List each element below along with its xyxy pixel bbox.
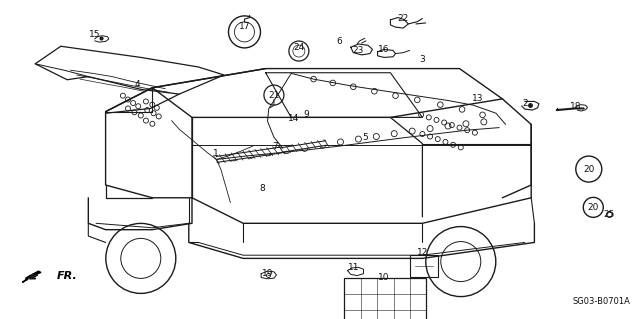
Text: 18: 18 bbox=[570, 102, 582, 111]
Text: 5: 5 bbox=[362, 133, 367, 142]
Text: 10: 10 bbox=[378, 273, 390, 282]
Text: 12: 12 bbox=[417, 248, 428, 256]
Text: 20: 20 bbox=[588, 203, 599, 212]
Text: 14: 14 bbox=[288, 114, 300, 122]
Text: 1: 1 bbox=[214, 149, 219, 158]
Text: SG03-B0701A: SG03-B0701A bbox=[573, 297, 630, 306]
Text: 22: 22 bbox=[397, 14, 409, 23]
Text: 21: 21 bbox=[268, 91, 280, 100]
Text: 6: 6 bbox=[337, 37, 342, 46]
Polygon shape bbox=[22, 271, 41, 282]
Text: 4: 4 bbox=[135, 80, 140, 89]
Text: 15: 15 bbox=[89, 30, 100, 39]
Text: 7: 7 bbox=[273, 142, 278, 151]
Text: 2: 2 bbox=[522, 99, 527, 108]
Text: 25: 25 bbox=[604, 210, 615, 219]
Text: FR.: FR. bbox=[56, 271, 77, 281]
Text: 17: 17 bbox=[239, 22, 250, 31]
Bar bbox=[410, 255, 438, 277]
Text: 9: 9 bbox=[303, 110, 308, 119]
Text: 23: 23 bbox=[353, 46, 364, 55]
Bar bbox=[344, 278, 426, 319]
Text: 3: 3 bbox=[420, 55, 425, 63]
Text: 11: 11 bbox=[348, 263, 360, 272]
Text: 24: 24 bbox=[293, 43, 305, 52]
Text: 8: 8 bbox=[260, 184, 265, 193]
Text: 20: 20 bbox=[583, 165, 595, 174]
Text: 19: 19 bbox=[262, 269, 273, 278]
Text: 13: 13 bbox=[472, 94, 483, 103]
Text: 16: 16 bbox=[378, 45, 390, 54]
